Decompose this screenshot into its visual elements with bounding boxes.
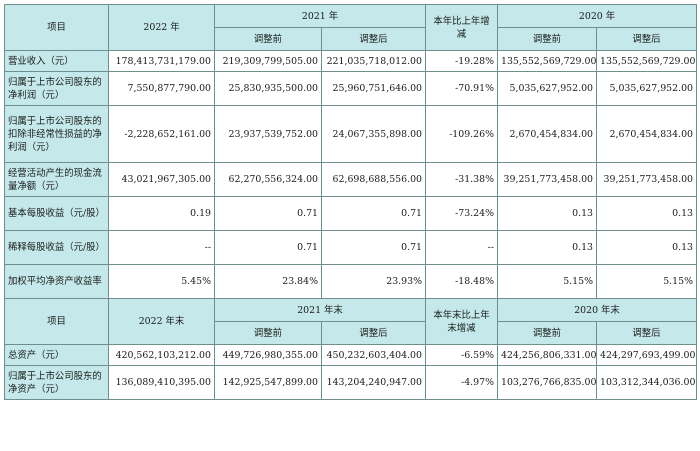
header-2021-before: 调整前	[214, 321, 322, 345]
value-2021-before: 23,937,539,752.00	[214, 105, 322, 163]
header-item: 项目	[4, 298, 109, 345]
row-label: 营业收入（元）	[4, 50, 109, 72]
header-2020: 2020 年	[497, 4, 697, 28]
value-2021-before: 449,726,980,355.00	[214, 344, 322, 366]
header-2020-end: 2020 年末	[497, 298, 697, 322]
header-row-top: 项目 2022 年 2021 年 本年比上年增减 2020 年	[4, 4, 697, 51]
value-2022: 43,021,967,305.00	[108, 162, 215, 197]
header-2020-after: 调整后	[596, 27, 697, 51]
header-change: 本年比上年增减	[425, 4, 498, 51]
value-2022: 178,413,731,179.00	[108, 50, 215, 72]
value-2020-before: 0.13	[497, 230, 597, 265]
value-2021-before: 25,830,935,500.00	[214, 71, 322, 106]
row-label: 经营活动产生的现金流量净额（元）	[4, 162, 109, 197]
value-2020-before: 5.15%	[497, 264, 597, 299]
value-2022: -2,228,652,161.00	[108, 105, 215, 163]
value-2022: 0.19	[108, 196, 215, 231]
value-change: -109.26%	[425, 105, 498, 163]
value-2021-after: 25,960,751,646.00	[321, 71, 426, 106]
value-2021-after: 143,204,240,947.00	[321, 365, 426, 400]
header-2022-end: 2022 年末	[108, 298, 215, 345]
value-2022: 7,550,877,790.00	[108, 71, 215, 106]
value-2021-after: 23.93%	[321, 264, 426, 299]
value-change: -73.24%	[425, 196, 498, 231]
value-2021-before: 142,925,547,899.00	[214, 365, 322, 400]
value-2021-after: 62,698,688,556.00	[321, 162, 426, 197]
value-2022: 5.45%	[108, 264, 215, 299]
header-2020-before: 调整前	[497, 27, 597, 51]
value-2020-after: 39,251,773,458.00	[596, 162, 697, 197]
value-2020-after: 424,297,693,499.00	[596, 344, 697, 366]
row-label: 总资产（元）	[4, 344, 109, 366]
table-row: 基本每股收益（元/股） 0.19 0.71 0.71 -73.24% 0.13 …	[4, 196, 697, 231]
value-2020-before: 103,276,766,835.00	[497, 365, 597, 400]
header-2021-after: 调整后	[321, 27, 426, 51]
header-item: 项目	[4, 4, 109, 51]
table-row: 归属于上市公司股东的扣除非经常性损益的净利润（元） -2,228,652,161…	[4, 105, 697, 163]
header-2021-end: 2021 年末	[214, 298, 426, 322]
header-row-top: 项目 2022 年末 2021 年末 本年末比上年末增减 2020 年末	[4, 298, 697, 345]
header-2021-before: 调整前	[214, 27, 322, 51]
header-2022: 2022 年	[108, 4, 215, 51]
value-2021-after: 221,035,718,012.00	[321, 50, 426, 72]
value-2021-after: 24,067,355,898.00	[321, 105, 426, 163]
table-row: 营业收入（元） 178,413,731,179.00 219,309,799,5…	[4, 50, 697, 72]
row-label: 稀释每股收益（元/股）	[4, 230, 109, 265]
value-2020-before: 2,670,454,834.00	[497, 105, 597, 163]
value-2021-before: 0.71	[214, 196, 322, 231]
value-2022: 420,562,103,212.00	[108, 344, 215, 366]
value-2021-after: 450,232,603,404.00	[321, 344, 426, 366]
value-2020-after: 5.15%	[596, 264, 697, 299]
value-change: -31.38%	[425, 162, 498, 197]
value-change: -6.59%	[425, 344, 498, 366]
header-2021-after: 调整后	[321, 321, 426, 345]
value-2022: 136,089,410,395.00	[108, 365, 215, 400]
table-row: 加权平均净资产收益率 5.45% 23.84% 23.93% -18.48% 5…	[4, 264, 697, 299]
value-2021-after: 0.71	[321, 230, 426, 265]
table-row: 经营活动产生的现金流量净额（元） 43,021,967,305.00 62,27…	[4, 162, 697, 197]
value-change: -19.28%	[425, 50, 498, 72]
value-2021-before: 0.71	[214, 230, 322, 265]
value-2022: --	[108, 230, 215, 265]
row-label: 归属于上市公司股东的净利润（元）	[4, 71, 109, 106]
value-2021-before: 62,270,556,324.00	[214, 162, 322, 197]
value-2020-after: 0.13	[596, 196, 697, 231]
table-row: 归属于上市公司股东的净利润（元） 7,550,877,790.00 25,830…	[4, 71, 697, 106]
value-2020-after: 135,552,569,729.00	[596, 50, 697, 72]
header-row-sub: 调整前 调整后 调整前 调整后	[5, 27, 697, 51]
row-label: 加权平均净资产收益率	[4, 264, 109, 299]
value-change: -70.91%	[425, 71, 498, 106]
value-2021-before: 23.84%	[214, 264, 322, 299]
value-2020-after: 5,035,627,952.00	[596, 71, 697, 106]
row-label: 归属于上市公司股东的净资产（元）	[4, 365, 109, 400]
header-2020-after: 调整后	[596, 321, 697, 345]
table-row: 归属于上市公司股东的净资产（元） 136,089,410,395.00 142,…	[4, 365, 697, 400]
value-2020-before: 135,552,569,729.00	[497, 50, 597, 72]
financial-data-table: 项目 2022 年 2021 年 本年比上年增减 2020 年 调整前 调整后 …	[4, 4, 697, 400]
value-2021-after: 0.71	[321, 196, 426, 231]
value-change: --	[425, 230, 498, 265]
table-row: 稀释每股收益（元/股） -- 0.71 0.71 -- 0.13 0.13	[4, 230, 697, 265]
row-label: 基本每股收益（元/股）	[4, 196, 109, 231]
value-change: -18.48%	[425, 264, 498, 299]
header-2021: 2021 年	[214, 4, 426, 28]
header-change-end: 本年末比上年末增减	[425, 298, 498, 345]
value-change: -4.97%	[425, 365, 498, 400]
value-2020-after: 103,312,344,036.00	[596, 365, 697, 400]
value-2020-before: 5,035,627,952.00	[497, 71, 597, 106]
value-2020-after: 2,670,454,834.00	[596, 105, 697, 163]
header-2020-before: 调整前	[497, 321, 597, 345]
table-row: 总资产（元） 420,562,103,212.00 449,726,980,35…	[4, 344, 697, 366]
value-2020-before: 0.13	[497, 196, 597, 231]
row-label: 归属于上市公司股东的扣除非经常性损益的净利润（元）	[4, 105, 109, 163]
value-2021-before: 219,309,799,505.00	[214, 50, 322, 72]
value-2020-after: 0.13	[596, 230, 697, 265]
value-2020-before: 424,256,806,331.00	[497, 344, 597, 366]
value-2020-before: 39,251,773,458.00	[497, 162, 597, 197]
